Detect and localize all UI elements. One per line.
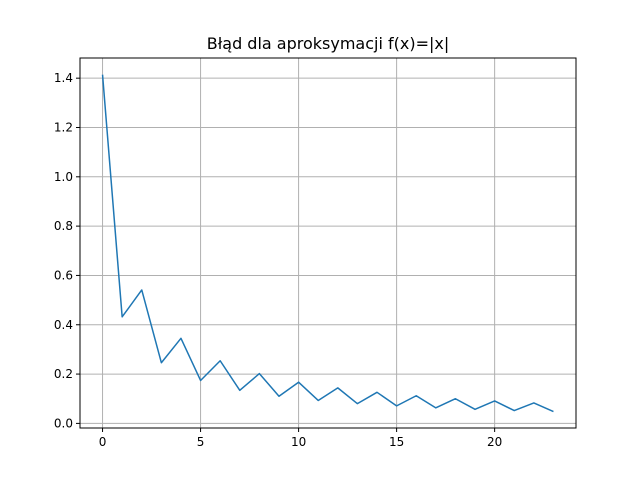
y-tick-label: 1.4: [54, 71, 73, 85]
chart-title: Błąd dla aproksymacji f(x)=|x|: [207, 34, 450, 53]
series-layer: [101, 74, 554, 413]
y-tick-label: 1.0: [54, 170, 73, 184]
x-tick-label: 20: [487, 435, 502, 449]
plot-area-frame: [79, 57, 577, 429]
y-tick-label: 0.8: [54, 219, 73, 233]
x-tick-label: 15: [389, 435, 404, 449]
y-tick-label: 1.2: [54, 120, 73, 134]
y-tick-label: 0.6: [54, 268, 73, 282]
series-line: [101, 74, 554, 413]
y-tick-label: 0.0: [54, 416, 73, 430]
y-tick-label: 0.4: [54, 318, 73, 332]
x-tick-label: 5: [197, 435, 205, 449]
y-tick-label: 0.2: [54, 367, 73, 381]
grid-layer: [80, 58, 576, 428]
x-tick-label: 0: [99, 435, 107, 449]
tick-layer: 0 5 10 15 20 0.0 0.2 0.4 0.6 0.8 1.0 1.2 1.4: [54, 71, 502, 449]
x-tick-label: 10: [291, 435, 306, 449]
